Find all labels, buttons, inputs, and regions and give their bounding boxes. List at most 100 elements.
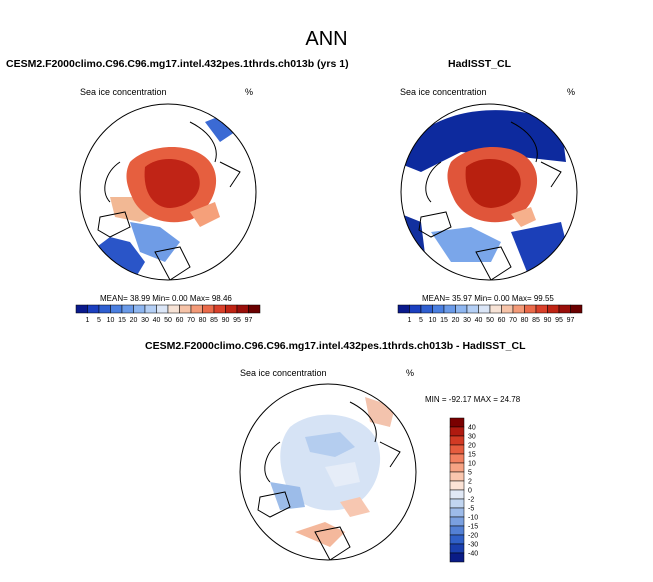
colorbar-tick-label: 95 <box>555 317 563 324</box>
colorbar-tick-label: 15 <box>118 317 126 324</box>
panel-2-units: % <box>567 87 576 97</box>
colorbar-tick-label: 40 <box>153 317 161 324</box>
colorbar-swatch <box>420 304 433 314</box>
colorbar-tick-label: 90 <box>544 317 552 324</box>
colorbar-swatch <box>449 462 465 473</box>
colorbar-swatch <box>449 417 465 428</box>
colorbar-tick-label: -30 <box>468 542 478 549</box>
colorbar-tick-label: 5 <box>468 470 472 477</box>
colorbar-swatch <box>535 304 548 314</box>
colorbar-swatch <box>121 304 134 314</box>
colorbar-swatch <box>449 471 465 482</box>
colorbar-tick-label: 30 <box>468 434 476 441</box>
colorbar-tick-label: -15 <box>468 524 478 531</box>
colorbar-swatch <box>397 304 410 314</box>
panel-1-var-label: Sea ice concentration <box>80 87 167 97</box>
colorbar-tick-label: 85 <box>532 317 540 324</box>
colorbar-tick-label: -5 <box>468 506 474 513</box>
colorbar-tick-label: 20 <box>130 317 138 324</box>
colorbar-tick-label: 90 <box>222 317 230 324</box>
colorbar-tick-label: 0 <box>468 488 472 495</box>
panel-1-polar-map <box>79 103 257 281</box>
colorbar-swatch <box>449 534 465 545</box>
colorbar-swatch <box>449 507 465 518</box>
panel-3-title: CESM2.F2000climo.C96.C96.mg17.intel.432p… <box>145 340 526 352</box>
panel-3-stats: MIN = -92.17 MAX = 24.78 <box>425 395 521 404</box>
panel-1-units: % <box>245 87 254 97</box>
colorbar-tick-label: 80 <box>521 317 529 324</box>
colorbar-tick-label: 15 <box>468 452 476 459</box>
panel-2-colorbar: 1 5 10 15 20 30 40 50 60 70 80 85 90 95 97 <box>397 304 583 324</box>
colorbar-swatch <box>478 304 491 314</box>
colorbar-swatch <box>570 304 583 314</box>
panel-3-var-label: Sea ice concentration <box>240 368 327 378</box>
colorbar-swatch <box>449 480 465 491</box>
colorbar-swatch <box>449 453 465 464</box>
colorbar-tick-label: -40 <box>468 551 478 558</box>
colorbar-swatch <box>449 444 465 455</box>
figure-title: ANN <box>305 28 348 50</box>
colorbar-tick-label: 60 <box>498 317 506 324</box>
colorbar-tick-label: -20 <box>468 533 478 540</box>
colorbar-swatch <box>75 304 88 314</box>
colorbar-tick-label: 97 <box>567 317 575 324</box>
panel-3-units: % <box>406 368 415 378</box>
colorbar-swatch <box>167 304 180 314</box>
colorbar-swatch <box>213 304 226 314</box>
colorbar-tick-label: 5 <box>419 317 423 324</box>
colorbar-tick-label: 15 <box>440 317 448 324</box>
colorbar-tick-label: -10 <box>468 515 478 522</box>
colorbar-swatch <box>449 516 465 527</box>
colorbar-swatch <box>87 304 100 314</box>
colorbar-tick-label: 20 <box>468 443 476 450</box>
colorbar-tick-label: 70 <box>509 317 517 324</box>
colorbar-swatch <box>449 498 465 509</box>
colorbar-tick-label: 97 <box>245 317 253 324</box>
colorbar-swatch <box>432 304 445 314</box>
colorbar-swatch <box>110 304 123 314</box>
panel-2-stats: MEAN= 35.97 Min= 0.00 Max= 99.55 <box>422 294 554 303</box>
panel-3-polar-map <box>239 383 417 561</box>
colorbar-swatch <box>225 304 238 314</box>
colorbar-tick-label: 70 <box>187 317 195 324</box>
panel-1-stats: MEAN= 38.99 Min= 0.00 Max= 98.46 <box>100 294 232 303</box>
colorbar-tick-label: 50 <box>164 317 172 324</box>
colorbar-tick-label: 30 <box>141 317 149 324</box>
panel-2-title: HadISST_CL <box>448 58 512 70</box>
colorbar-tick-label: 95 <box>233 317 241 324</box>
colorbar-swatch <box>449 543 465 554</box>
colorbar-swatch <box>449 435 465 446</box>
colorbar-swatch <box>179 304 192 314</box>
colorbar-swatch <box>202 304 215 314</box>
colorbar-swatch <box>466 304 479 314</box>
colorbar-tick-label: 20 <box>452 317 460 324</box>
colorbar-swatch <box>449 426 465 437</box>
colorbar-tick-label: 10 <box>468 461 476 468</box>
colorbar-swatch <box>409 304 422 314</box>
colorbar-tick-label: 60 <box>176 317 184 324</box>
colorbar-tick-label: 2 <box>468 479 472 486</box>
colorbar-swatch <box>524 304 537 314</box>
colorbar-tick-label: 10 <box>429 317 437 324</box>
colorbar-swatch <box>190 304 203 314</box>
colorbar-swatch <box>98 304 111 314</box>
colorbar-swatch <box>547 304 560 314</box>
panel-2-var-label: Sea ice concentration <box>400 87 487 97</box>
colorbar-swatch <box>455 304 468 314</box>
panel-1-colorbar: 1 5 10 15 20 30 40 50 60 70 80 85 90 95 97 <box>75 304 261 324</box>
colorbar-tick-label: -2 <box>468 497 474 504</box>
colorbar-swatch <box>449 552 465 563</box>
panel-1-title: CESM2.F2000climo.C96.C96.mg17.intel.432p… <box>6 58 349 70</box>
colorbar-swatch <box>449 489 465 500</box>
colorbar-swatch <box>156 304 169 314</box>
colorbar-swatch <box>489 304 502 314</box>
colorbar-swatch <box>133 304 146 314</box>
colorbar-swatch <box>144 304 157 314</box>
colorbar-tick-label: 80 <box>199 317 207 324</box>
colorbar-swatch <box>501 304 514 314</box>
colorbar-tick-label: 1 <box>86 317 90 324</box>
colorbar-tick-label: 5 <box>97 317 101 324</box>
colorbar-tick-label: 50 <box>486 317 494 324</box>
colorbar-tick-label: 85 <box>210 317 218 324</box>
colorbar-tick-label: 40 <box>468 425 476 432</box>
